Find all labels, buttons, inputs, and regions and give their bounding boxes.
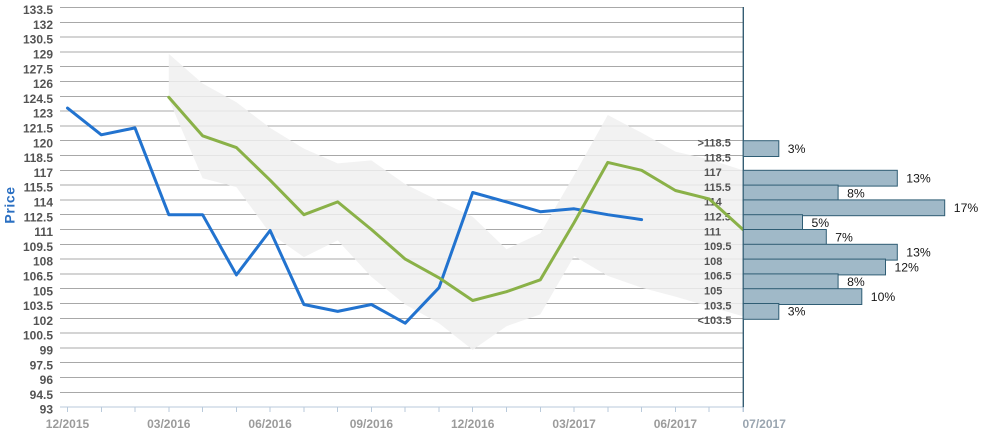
svg-text:120: 120 — [33, 136, 53, 150]
svg-text:99: 99 — [40, 344, 54, 358]
svg-text:129: 129 — [33, 48, 53, 62]
svg-text:03/2017: 03/2017 — [552, 417, 596, 431]
svg-text:111: 111 — [34, 225, 53, 239]
svg-text:<103.5: <103.5 — [698, 315, 732, 327]
svg-text:105: 105 — [33, 284, 53, 298]
svg-text:10%: 10% — [871, 290, 896, 304]
svg-text:13%: 13% — [906, 246, 931, 260]
svg-text:09/2016: 09/2016 — [350, 417, 394, 431]
svg-text:12/2016: 12/2016 — [451, 417, 495, 431]
svg-text:>118.5: >118.5 — [698, 138, 731, 150]
svg-text:108: 108 — [704, 256, 722, 268]
svg-text:12%: 12% — [895, 260, 920, 274]
svg-text:121.5: 121.5 — [23, 122, 53, 136]
svg-text:8%: 8% — [847, 186, 865, 200]
svg-text:105: 105 — [704, 286, 722, 298]
svg-text:3%: 3% — [788, 305, 806, 319]
svg-text:03/2016: 03/2016 — [147, 417, 191, 431]
svg-text:12/2015: 12/2015 — [46, 417, 90, 431]
svg-text:103.5: 103.5 — [704, 300, 732, 312]
svg-text:5%: 5% — [812, 216, 830, 230]
svg-text:106.5: 106.5 — [23, 270, 53, 284]
svg-text:7%: 7% — [835, 231, 853, 245]
svg-text:117: 117 — [34, 166, 54, 180]
svg-text:130.5: 130.5 — [23, 33, 53, 47]
svg-text:06/2016: 06/2016 — [248, 417, 292, 431]
svg-text:106.5: 106.5 — [704, 271, 732, 283]
svg-text:94.5: 94.5 — [30, 388, 54, 402]
svg-text:17%: 17% — [954, 201, 979, 215]
svg-text:8%: 8% — [847, 275, 865, 289]
svg-text:109.5: 109.5 — [23, 240, 53, 254]
svg-text:117: 117 — [704, 167, 722, 179]
svg-text:114: 114 — [34, 196, 54, 210]
svg-text:06/2017: 06/2017 — [654, 417, 698, 431]
svg-text:124.5: 124.5 — [23, 92, 53, 106]
svg-text:108: 108 — [33, 255, 53, 269]
svg-text:112.5: 112.5 — [24, 210, 54, 224]
svg-text:3%: 3% — [788, 142, 806, 156]
svg-text:115.5: 115.5 — [24, 181, 54, 195]
svg-text:118.5: 118.5 — [24, 151, 54, 165]
svg-text:96: 96 — [40, 373, 54, 387]
svg-text:102: 102 — [33, 314, 53, 328]
svg-text:103.5: 103.5 — [23, 299, 53, 313]
svg-text:97.5: 97.5 — [30, 358, 54, 372]
svg-text:115.5: 115.5 — [704, 182, 731, 194]
svg-text:126: 126 — [33, 77, 53, 91]
svg-text:127.5: 127.5 — [23, 62, 53, 76]
svg-text:111: 111 — [704, 226, 721, 238]
svg-text:133.5: 133.5 — [23, 3, 53, 17]
svg-text:07/2017: 07/2017 — [743, 417, 787, 431]
svg-text:100.5: 100.5 — [23, 329, 53, 343]
svg-text:Price: Price — [2, 186, 18, 223]
svg-text:93: 93 — [40, 403, 54, 417]
svg-text:132: 132 — [33, 18, 53, 32]
svg-text:109.5: 109.5 — [704, 241, 732, 253]
svg-text:13%: 13% — [906, 172, 931, 186]
svg-text:118.5: 118.5 — [704, 152, 731, 164]
svg-text:123: 123 — [33, 107, 53, 121]
